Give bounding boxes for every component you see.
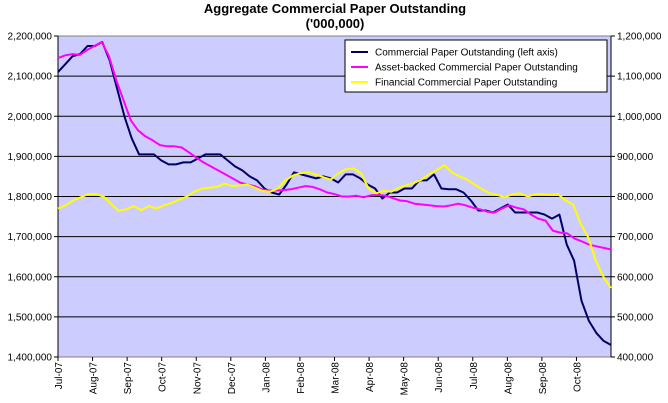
right-tick-label: 1,100,000 xyxy=(617,72,662,83)
left-tick-label: 1,500,000 xyxy=(8,312,53,323)
right-tick-label: 1,200,000 xyxy=(617,32,662,43)
series-line-2 xyxy=(57,41,612,251)
legend-label: Asset-backed Commercial Paper Outstandin… xyxy=(375,63,578,74)
right-tick-label: 1,000,000 xyxy=(617,112,662,123)
legend-label: Commercial Paper Outstanding (left axis) xyxy=(375,48,558,59)
right-tick-label: 900,000 xyxy=(617,152,654,163)
series-line-1 xyxy=(57,41,612,346)
legend-label: Financial Commercial Paper Outstanding xyxy=(375,78,557,89)
left-tick-label: 1,900,000 xyxy=(8,152,53,163)
x-tick-label: Apr-08 xyxy=(365,362,376,392)
left-axis: 1,400,000 1,500,000 1,600,000 1,700,000 1,80… xyxy=(8,32,59,364)
x-tick-label: Dec-07 xyxy=(227,362,238,395)
right-tick-label: 700,000 xyxy=(617,232,654,243)
left-tick-label: 1,700,000 xyxy=(8,232,53,243)
legend: Commercial Paper Outstanding (left axis)… xyxy=(344,39,608,93)
x-tick-label: Jun-08 xyxy=(434,362,445,393)
left-tick-label: 2,000,000 xyxy=(8,112,53,123)
series-lines xyxy=(57,41,612,346)
series-line-3 xyxy=(57,164,612,289)
x-tick-label: Jan-08 xyxy=(261,362,272,393)
legend-box xyxy=(344,39,608,93)
right-tick-label: 400,000 xyxy=(617,353,654,364)
x-tick-label: Aug-07 xyxy=(89,362,100,395)
chart-title: Aggregate Commercial Paper Outstanding xyxy=(204,1,466,16)
right-tick-label: 500,000 xyxy=(617,312,654,323)
x-tick-label: Oct-08 xyxy=(572,362,583,392)
x-tick-label: May-08 xyxy=(400,362,411,396)
chart-subtitle: ('000,000) xyxy=(306,16,365,31)
x-tick-label: Sep-08 xyxy=(538,362,549,395)
right-tick-label: 800,000 xyxy=(617,192,654,203)
left-tick-label: 1,800,000 xyxy=(8,192,53,203)
x-tick-label: Jul-08 xyxy=(469,362,480,390)
x-tick-label: Jul-07 xyxy=(54,362,65,390)
left-tick-label: 1,600,000 xyxy=(8,272,53,283)
left-tick-label: 2,200,000 xyxy=(8,32,53,43)
x-axis: Jul-07 Aug-07 Sep-07 Oct-07 Nov-07 Dec-07 Jan-… xyxy=(54,357,583,395)
x-tick-label: Nov-07 xyxy=(192,362,203,395)
x-tick-label: Feb-08 xyxy=(296,362,307,394)
right-axis: 400,000 500,000 600,000 700,000 800,000 900,0… xyxy=(610,32,662,364)
x-tick-label: Sep-07 xyxy=(123,362,134,395)
x-tick-label: Mar-08 xyxy=(331,362,342,394)
x-tick-label: Oct-07 xyxy=(158,362,169,392)
right-tick-label: 600,000 xyxy=(617,272,654,283)
x-tick-label: Aug-08 xyxy=(503,362,514,395)
left-tick-label: 2,100,000 xyxy=(8,72,53,83)
left-tick-label: 1,400,000 xyxy=(8,353,53,364)
